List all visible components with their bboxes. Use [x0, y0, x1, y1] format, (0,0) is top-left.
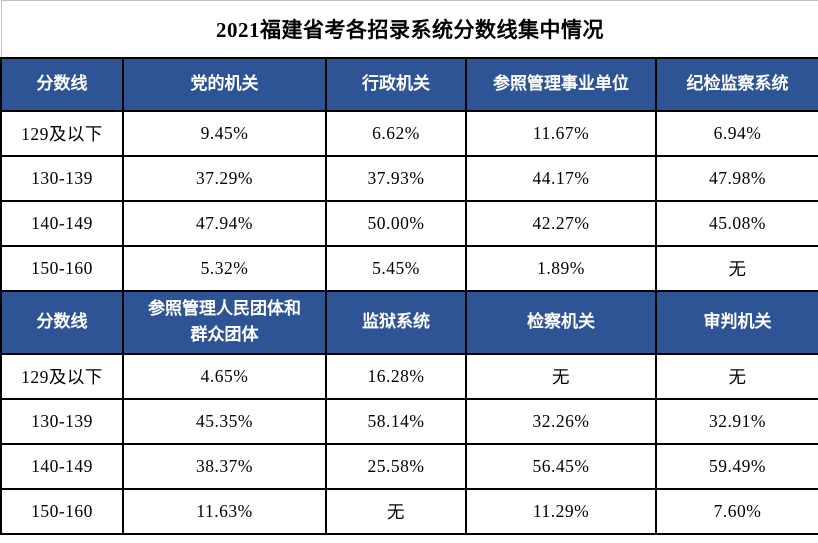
data-cell: 11.63% [122, 487, 327, 535]
data-cell: 45.35% [122, 397, 327, 445]
row-label: 140-149 [0, 442, 124, 490]
table-row: 130-139 45.35% 58.14% 32.26% 32.91% [0, 397, 818, 445]
data-cell: 45.08% [654, 200, 818, 247]
row-label: 129及以下 [0, 110, 124, 157]
data-cell: 1.89% [465, 245, 657, 292]
header-row-1: 分数线 党的机关 行政机关 参照管理事业单位 纪检监察系统 [0, 57, 818, 112]
data-cell: 56.45% [465, 442, 657, 490]
data-cell: 无 [325, 487, 467, 535]
column-header-score-line: 分数线 [0, 290, 124, 355]
data-cell: 11.29% [465, 487, 657, 535]
table-row: 130-139 37.29% 37.93% 44.17% 47.98% [0, 155, 818, 202]
data-cell: 6.62% [325, 110, 467, 157]
column-header-public-institutions: 参照管理事业单位 [465, 57, 657, 112]
data-cell: 44.17% [465, 155, 657, 202]
column-header-discipline-inspection: 纪检监察系统 [654, 57, 818, 112]
column-header-administrative-organs: 行政机关 [325, 57, 467, 112]
data-cell: 58.14% [325, 397, 467, 445]
data-cell: 5.45% [325, 245, 467, 292]
column-header-people-groups: 参照管理人民团体和群众团体 [122, 290, 327, 355]
data-cell: 7.60% [654, 487, 818, 535]
row-label: 150-160 [0, 245, 124, 292]
header-row-2: 分数线 参照管理人民团体和群众团体 监狱系统 检察机关 审判机关 [0, 290, 818, 355]
data-cell: 32.26% [465, 397, 657, 445]
data-cell: 11.67% [465, 110, 657, 157]
data-cell: 38.37% [122, 442, 327, 490]
title-row: 2021福建省考各招录系统分数线集中情况 [0, 0, 818, 58]
data-cell: 4.65% [122, 352, 327, 400]
table-title: 2021福建省考各招录系统分数线集中情况 [0, 0, 818, 58]
table-row: 129及以下 9.45% 6.62% 11.67% 6.94% [0, 110, 818, 157]
column-header-court: 审判机关 [654, 290, 818, 355]
data-cell: 47.98% [654, 155, 818, 202]
table-row: 150-160 11.63% 无 11.29% 7.60% [0, 487, 818, 535]
column-header-party-organs: 党的机关 [122, 57, 327, 112]
row-label: 129及以下 [0, 352, 124, 400]
data-cell: 37.29% [122, 155, 327, 202]
data-cell: 42.27% [465, 200, 657, 247]
data-cell: 无 [654, 245, 818, 292]
table-row: 150-160 5.32% 5.45% 1.89% 无 [0, 245, 818, 292]
table-row: 140-149 47.94% 50.00% 42.27% 45.08% [0, 200, 818, 247]
data-cell: 37.93% [325, 155, 467, 202]
data-cell: 16.28% [325, 352, 467, 400]
data-cell: 5.32% [122, 245, 327, 292]
data-cell: 6.94% [654, 110, 818, 157]
data-cell: 9.45% [122, 110, 327, 157]
data-cell: 47.94% [122, 200, 327, 247]
row-label: 140-149 [0, 200, 124, 247]
data-cell: 50.00% [325, 200, 467, 247]
row-label: 130-139 [0, 155, 124, 202]
column-header-procuratorate: 检察机关 [465, 290, 657, 355]
data-cell: 59.49% [654, 442, 818, 490]
column-header-score-line: 分数线 [0, 57, 124, 112]
row-label: 150-160 [0, 487, 124, 535]
row-label: 130-139 [0, 397, 124, 445]
data-cell: 无 [465, 352, 657, 400]
table-row: 129及以下 4.65% 16.28% 无 无 [0, 352, 818, 400]
data-cell: 无 [654, 352, 818, 400]
column-header-prison-system: 监狱系统 [325, 290, 467, 355]
data-cell: 32.91% [654, 397, 818, 445]
table-row: 140-149 38.37% 25.58% 56.45% 59.49% [0, 442, 818, 490]
data-cell: 25.58% [325, 442, 467, 490]
